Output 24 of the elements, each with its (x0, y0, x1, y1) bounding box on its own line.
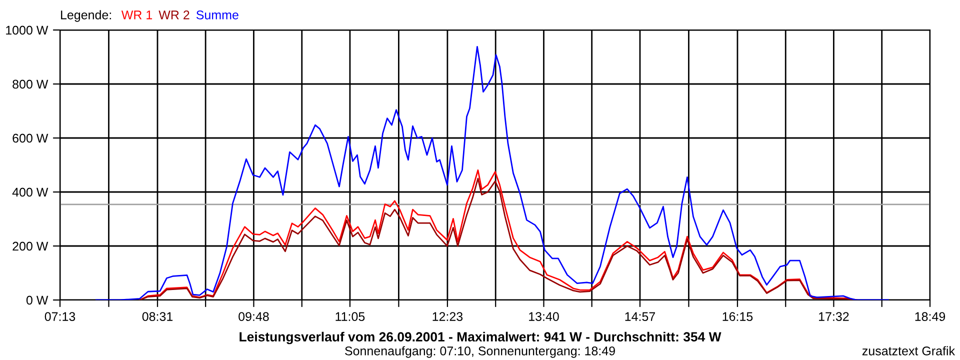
x-tick-label: 18:49 (915, 312, 946, 321)
text: Sonnenaufgang: 07:10, Sonnenuntergang: 18:49 (345, 346, 615, 358)
text: Leistungsverlauf vom 26.09.2001 - Maximalwert: 941 W - Durchschnitt: 354 W (240, 332, 722, 344)
text: zusatztext Grafik (862, 346, 956, 356)
y-tick-label: 600 W (12, 134, 48, 143)
x-tick-label: 09:48 (238, 312, 269, 321)
y-tick-label: 0 W (26, 296, 48, 305)
x-tick-label: 11:05 (336, 312, 365, 321)
text: Summe (196, 10, 238, 20)
x-tick-label: 14:57 (625, 312, 655, 321)
legend-title: Legende: (61, 10, 111, 22)
x-tick-label: 13:40 (529, 312, 559, 321)
x-tick-label: 16:15 (722, 312, 753, 321)
line-series (96, 46, 889, 300)
x-tick-label: 12:23 (432, 312, 463, 321)
x-tick-label: 08:31 (142, 312, 173, 321)
y-tick-label: 1000 W (6, 26, 48, 35)
y-tick-label: 800 W (12, 80, 48, 89)
text: WR 2 (158, 10, 190, 20)
y-tick-label: 200 W (12, 242, 48, 251)
y-tick-label: 400 W (12, 188, 48, 197)
text: WR 1 (121, 10, 152, 20)
x-tick-label: 07:13 (44, 312, 76, 321)
x-tick-label: 17:32 (819, 312, 849, 321)
